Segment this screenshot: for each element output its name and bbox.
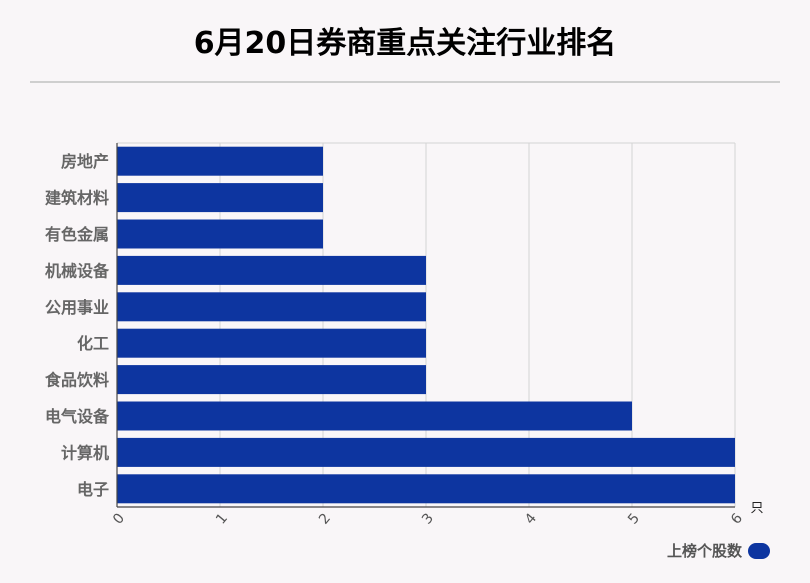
x-tick-label: 1	[213, 510, 231, 527]
category-label: 房地产	[61, 152, 109, 171]
bar	[117, 292, 426, 322]
x-tick-label: 4	[522, 510, 540, 527]
category-label: 公用事业	[45, 298, 109, 317]
bar	[117, 474, 735, 504]
x-tick-labels: 0 1 2 3 4 5 6	[110, 510, 746, 527]
bar	[117, 328, 426, 358]
legend[interactable]: 上榜个股数	[667, 540, 770, 561]
category-label: 食品饮料	[44, 371, 109, 390]
x-tick-label: 2	[316, 510, 334, 527]
x-tick-label: 6	[728, 510, 746, 527]
bar	[117, 401, 632, 431]
x-tick-label: 5	[625, 510, 643, 527]
chart-title: 6月20日券商重点关注行业排名	[193, 26, 617, 61]
bar	[117, 183, 323, 213]
x-tick-label: 3	[419, 510, 437, 527]
category-label: 建筑材料	[45, 189, 109, 208]
axes	[116, 143, 735, 508]
category-label: 电子	[77, 480, 109, 499]
category-label: 机械设备	[45, 261, 110, 280]
category-label: 有色金属	[45, 225, 109, 244]
legend-swatch	[748, 542, 770, 559]
category-label: 化工	[77, 334, 109, 353]
bar	[117, 146, 323, 176]
bars	[117, 146, 735, 504]
legend-label: 上榜个股数	[666, 542, 742, 560]
title-divider	[30, 81, 780, 83]
unit-label: 只	[750, 501, 763, 516]
category-label: 电气设备	[45, 407, 110, 426]
bar	[117, 365, 426, 395]
x-tick-label: 0	[110, 510, 128, 527]
category-label: 计算机	[61, 443, 109, 462]
bar	[117, 219, 323, 249]
bar	[117, 255, 426, 285]
bar	[117, 437, 735, 467]
